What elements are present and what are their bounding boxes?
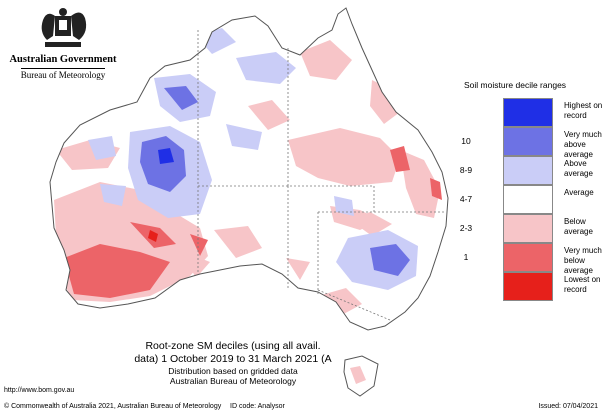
- legend-label-line: record: [564, 111, 587, 120]
- legend-item: 1 Very much below average: [448, 243, 602, 275]
- legend-swatch: [503, 185, 553, 214]
- legend-swatch: [503, 98, 553, 127]
- coat-of-arms-icon: [41, 8, 87, 47]
- map-caption: Root-zone SM deciles (using all avail. d…: [108, 340, 358, 386]
- legend-rank: 4-7: [459, 194, 473, 204]
- legend-label-line: record: [564, 285, 587, 294]
- lowest-on-record-areas: [148, 230, 158, 242]
- tasmania-below-average: [350, 366, 366, 384]
- legend-label-line: Very much: [564, 130, 602, 139]
- legend-label-line: above average: [564, 140, 593, 159]
- very-above-average-areas: [140, 86, 410, 330]
- id-code: ID code: Analysor: [230, 403, 285, 410]
- legend-swatch: [503, 214, 553, 243]
- issued-date: Issued: 07/04/2021: [538, 403, 598, 410]
- caption-line-1: Root-zone SM deciles (using all avail.: [145, 340, 321, 352]
- legend-rank: 1: [463, 252, 469, 262]
- legend-item: Highest on record: [448, 98, 602, 127]
- legend-label: Highest on record: [564, 101, 602, 121]
- copyright-text: © Commonwealth of Australia 2021, Austra…: [4, 403, 222, 410]
- legend-title: Soil moisture decile ranges: [464, 80, 567, 90]
- legend-rank: 2-3: [459, 223, 473, 233]
- state-borders: [197, 30, 446, 321]
- legend-swatch: [503, 156, 553, 185]
- legend-label-line: Very much: [564, 246, 602, 255]
- legend-swatch: [503, 272, 553, 301]
- legend-rank: 8-9: [459, 165, 473, 175]
- legend: Soil moisture decile ranges Highest on re…: [448, 80, 602, 301]
- legend-label: Average: [564, 188, 602, 198]
- footer: © Commonwealth of Australia 2021, Austra…: [4, 403, 598, 410]
- bureau-title: Bureau of Meteorology: [20, 68, 106, 80]
- caption-line-4: Australian Bureau of Meteorology: [169, 376, 297, 386]
- legend-label: Very much below average: [564, 246, 602, 276]
- legend-label: Below average: [564, 217, 602, 237]
- website-link[interactable]: http://www.bom.gov.au: [4, 387, 75, 394]
- legend-label: Very much above average: [564, 130, 602, 160]
- government-logo: Australian Government Bureau of Meteorol…: [8, 6, 118, 86]
- legend-label: Above average: [564, 159, 602, 179]
- legend-item: 2-3 Below average: [448, 214, 598, 243]
- legend-item: Lowest on record: [448, 272, 600, 301]
- legend-swatch: [503, 243, 553, 272]
- legend-label-line: Lowest on: [564, 275, 601, 284]
- legend-label-line: Above average: [564, 159, 593, 178]
- legend-label-line: Below average: [564, 217, 593, 236]
- legend-item: 4-7 Average: [448, 185, 598, 214]
- highest-on-record-areas: [158, 148, 174, 164]
- legend-label: Lowest on record: [564, 275, 602, 295]
- legend-label-line: Highest on: [564, 101, 602, 110]
- very-below-average-areas: [64, 146, 442, 298]
- caption-line-2: data) 1 October 2019 to 31 March 2021 (A: [134, 353, 332, 365]
- legend-label-line: Average: [564, 188, 594, 197]
- legend-swatch: [503, 127, 553, 156]
- legend-item: 10 Very much above average: [448, 127, 602, 159]
- caption-line-3: Distribution based on gridded data: [168, 366, 298, 376]
- government-title: Australian Government: [9, 54, 117, 65]
- legend-label-line: below average: [564, 256, 593, 275]
- legend-rank: 10: [461, 136, 471, 146]
- legend-item: 8-9 Above average: [448, 156, 598, 185]
